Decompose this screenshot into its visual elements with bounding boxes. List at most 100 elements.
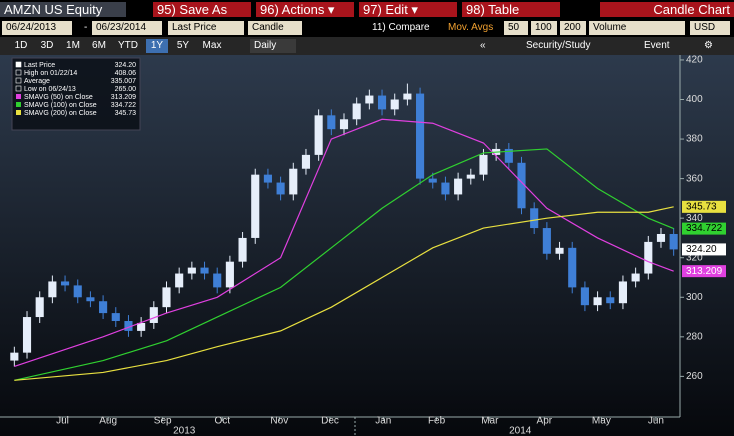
candle-body — [213, 273, 222, 288]
candle-body — [289, 168, 298, 195]
candle-body — [276, 182, 285, 195]
candle-body — [238, 237, 247, 262]
candle-body — [656, 233, 666, 242]
ma-line — [14, 148, 674, 381]
candle-body — [301, 154, 311, 169]
candle-body — [263, 174, 272, 183]
y-tick-label: 340 — [686, 213, 703, 224]
range-button[interactable]: YTD — [118, 40, 138, 51]
ma-period[interactable]: 100 — [531, 21, 557, 35]
candle-body — [149, 307, 158, 323]
candle-body — [48, 281, 57, 298]
lower-study[interactable]: Volume — [589, 21, 685, 35]
compare[interactable]: 11) Compare — [372, 22, 430, 33]
mov-avgs: Mov. Avgs — [448, 22, 494, 33]
ma-period[interactable]: 50 — [504, 21, 528, 35]
range-button[interactable]: 6M — [92, 40, 106, 51]
legend-value: 334.722 — [111, 102, 136, 109]
value-tag — [682, 222, 726, 235]
style[interactable]: Candle — [248, 21, 302, 35]
candle-body — [542, 228, 551, 254]
y-tick-label: 280 — [686, 331, 703, 342]
candle-body — [416, 93, 425, 179]
candle-body — [22, 317, 32, 353]
candle-body — [504, 148, 513, 163]
security[interactable]: AMZN US Equity — [0, 2, 126, 17]
frequency[interactable]: Daily — [250, 39, 296, 53]
candle-body — [555, 247, 564, 254]
x-tick-label: Jun — [648, 416, 664, 427]
value-tag — [682, 243, 726, 256]
candle-body — [73, 285, 82, 298]
value-tag-label: 334.722 — [686, 223, 723, 234]
end-date[interactable]: 06/23/2014 — [92, 21, 162, 35]
x-tick-label: May — [592, 416, 611, 427]
candle-body — [111, 313, 120, 322]
study-button[interactable]: Security/Study — [526, 40, 591, 51]
event-button[interactable]: Event — [644, 40, 670, 51]
legend-swatch — [15, 61, 22, 68]
candle-body — [225, 261, 234, 288]
settings-icon[interactable]: ⚙ — [704, 40, 713, 51]
legend-swatch — [15, 77, 22, 84]
start-date[interactable]: 06/24/2013 — [2, 21, 72, 35]
range-button[interactable]: Max — [202, 40, 222, 51]
x-tick-label: Jan — [375, 416, 391, 427]
legend-label: Low on 06/24/13 — [24, 86, 76, 93]
candle-body — [327, 115, 336, 130]
candle-body — [365, 95, 374, 104]
ma-line — [14, 206, 674, 381]
value-tag-label: 313.209 — [686, 266, 723, 277]
x-tick-label: Jul — [56, 416, 69, 427]
candle-body — [618, 281, 628, 304]
candle-body — [530, 208, 539, 229]
field[interactable]: Last Price — [168, 21, 244, 35]
value-tag-label: 345.73 — [686, 201, 717, 212]
candle-body — [124, 321, 133, 331]
toolbar-button[interactable]: 95) Save As — [153, 2, 251, 17]
chart-name[interactable]: Candle Chart — [600, 2, 734, 17]
settings-bar: 06/24/2013 - 06/23/2014 Last Price Candl… — [0, 19, 734, 37]
candle-body — [454, 178, 463, 195]
legend-value: 335.007 — [111, 78, 136, 85]
legend-swatch — [15, 85, 22, 92]
candle-body — [60, 281, 70, 286]
y-tick-label: 380 — [686, 134, 703, 145]
legend-label: SMAVG (50) on Close — [24, 94, 93, 101]
x-tick-label: Dec — [321, 416, 339, 427]
ma-period[interactable]: 200 — [560, 21, 586, 35]
x-tick-label: Oct — [214, 416, 230, 427]
candle-body — [644, 241, 653, 274]
legend-label: Last Price — [24, 62, 55, 69]
candle-body — [86, 297, 95, 302]
toolbar-button[interactable]: 98) Table — [462, 2, 560, 17]
range-button[interactable]: 5Y — [176, 40, 190, 51]
toolbar-button[interactable]: 97) Edit ▾ — [359, 2, 457, 17]
collapse[interactable]: « — [480, 40, 486, 51]
range-button[interactable]: 3D — [40, 40, 54, 51]
candle-body — [428, 178, 437, 183]
range-button[interactable]: 1M — [66, 40, 80, 51]
currency[interactable]: USD — [690, 21, 730, 35]
legend-value: 408.06 — [115, 70, 137, 77]
candle-body — [606, 297, 615, 304]
y-tick-label: 260 — [686, 371, 703, 382]
legend-label: SMAVG (100) on Close — [24, 102, 97, 109]
candle-body — [669, 233, 678, 250]
candle-body — [517, 162, 526, 209]
legend-value: 324.20 — [115, 62, 137, 69]
candle-body — [10, 352, 19, 361]
range-button[interactable]: 1Y — [146, 39, 168, 53]
legend-swatch — [16, 94, 21, 99]
toolbar-button[interactable]: 96) Actions ▾ — [256, 2, 354, 17]
range-bar: 1D 3D 1M 6M YTD 1Y 5Y Max Daily « Security/Stud… — [0, 37, 734, 55]
range-button[interactable]: 1D — [14, 40, 28, 51]
x-tick-label: Mar — [481, 416, 499, 427]
x-tick-label: Nov — [270, 416, 288, 427]
candle-body — [568, 247, 577, 288]
candle-body — [466, 174, 475, 179]
legend-label: SMAVG (200) on Close — [24, 110, 97, 117]
legend-value: 313.209 — [111, 94, 136, 101]
candle-body — [35, 297, 44, 318]
x-tick-label: Aug — [99, 416, 117, 427]
